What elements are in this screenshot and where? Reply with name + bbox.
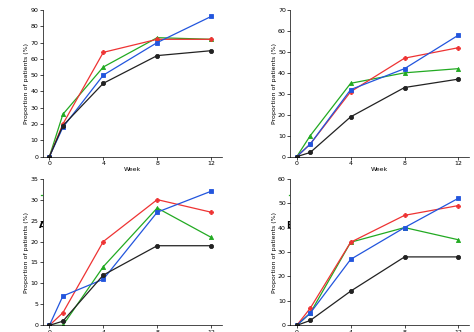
Y-axis label: Proportion of patients (%): Proportion of patients (%) <box>272 211 277 292</box>
Text: B: B <box>286 221 293 230</box>
Text: A: A <box>39 221 46 230</box>
Y-axis label: Proportion of patients (%): Proportion of patients (%) <box>24 211 29 292</box>
X-axis label: Week: Week <box>371 167 388 172</box>
Legend: Lebrikizumab
125mg SD, Lebrikizumab
250mg SD, Lebrikizumab
125mg Q4W, Placebo: Lebrikizumab 125mg SD, Lebrikizumab 250m… <box>289 191 435 200</box>
Legend: Lebrikizumab
125mg SD, Lebrikizumab
250mg SD, Lebrikizumab
125mg Q4W, Placebo: Lebrikizumab 125mg SD, Lebrikizumab 250m… <box>41 191 188 200</box>
Y-axis label: Proportion of patients (%): Proportion of patients (%) <box>272 43 277 124</box>
Y-axis label: Proportion of patients (%): Proportion of patients (%) <box>24 43 29 124</box>
X-axis label: Week: Week <box>124 167 141 172</box>
